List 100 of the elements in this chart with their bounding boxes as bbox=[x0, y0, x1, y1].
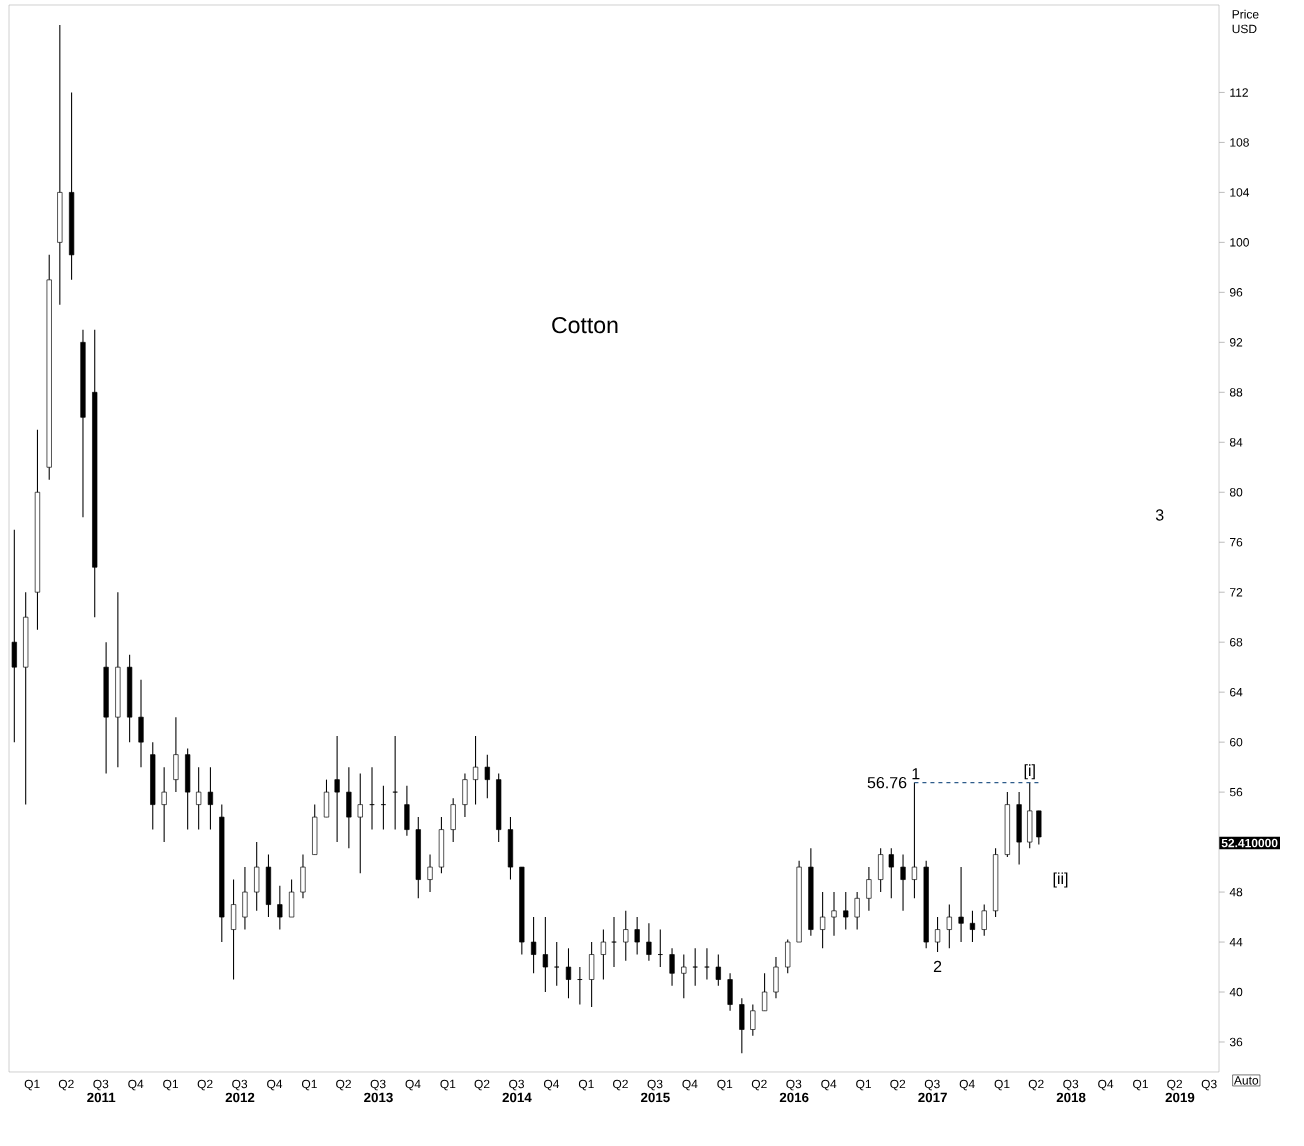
candlestick bbox=[704, 947, 710, 981]
y-tick-label: 40 bbox=[1229, 987, 1243, 997]
x2-tick-label: 2015 bbox=[640, 1092, 670, 1103]
x-tick-label: Q1 bbox=[994, 1079, 1010, 1091]
candlestick bbox=[843, 891, 849, 931]
x2-tick-label: 2011 bbox=[87, 1092, 116, 1103]
candlestick bbox=[646, 922, 652, 962]
y-tick-label: 72 bbox=[1230, 588, 1243, 597]
candlestick bbox=[866, 866, 872, 912]
candlestick bbox=[946, 904, 952, 949]
x-tick-label: Q2 bbox=[890, 1079, 906, 1091]
x-tick-label: Q1 bbox=[1133, 1079, 1148, 1091]
y-tick-label: 68 bbox=[1230, 637, 1243, 647]
candlestick bbox=[611, 916, 617, 968]
x-tick-label: Q1 bbox=[578, 1079, 594, 1091]
annotation: [ii] bbox=[1053, 872, 1068, 888]
x2-tick-label: 2018 bbox=[1056, 1092, 1086, 1103]
y-tick-label: 100 bbox=[1230, 238, 1249, 247]
x-tick-label: Q4 bbox=[1098, 1079, 1114, 1091]
x-tick-label: Q3 bbox=[1201, 1079, 1217, 1091]
y-tick-label: 60 bbox=[1230, 737, 1243, 747]
y-tick-label: 92 bbox=[1229, 338, 1243, 347]
y-tick-label: 96 bbox=[1229, 288, 1243, 297]
candlestick bbox=[900, 854, 906, 912]
x2-tick-label: 2019 bbox=[1165, 1092, 1195, 1103]
candlestick bbox=[11, 529, 17, 743]
x-tick-label: Q3 bbox=[647, 1079, 663, 1091]
x-tick-label: Q3 bbox=[509, 1079, 524, 1091]
x-tick-label: Q4 bbox=[821, 1079, 837, 1091]
x-tick-label: Q2 bbox=[336, 1079, 351, 1091]
candlestick bbox=[600, 929, 606, 981]
x2-tick-label: 2012 bbox=[225, 1092, 255, 1103]
candlestick bbox=[958, 866, 964, 943]
candlestick bbox=[392, 735, 398, 831]
x-tick-label: Q4 bbox=[959, 1079, 975, 1091]
candlestick bbox=[854, 891, 860, 931]
text: Cotton bbox=[552, 316, 618, 334]
candlestick bbox=[196, 766, 202, 831]
x-tick-label: Q4 bbox=[405, 1079, 421, 1091]
annotation: 1 bbox=[912, 768, 920, 780]
text: 52.410000 bbox=[1221, 838, 1278, 848]
candlestick bbox=[554, 941, 560, 987]
candlestick bbox=[542, 916, 548, 993]
candlestick bbox=[750, 1003, 756, 1037]
x-tick-label: Q1 bbox=[301, 1079, 317, 1091]
candlestick bbox=[692, 947, 698, 987]
candlestick bbox=[888, 847, 894, 899]
x-tick-label: Q4 bbox=[128, 1079, 144, 1091]
y-axis-title: Price USD bbox=[1232, 9, 1259, 34]
x-tick-label: Q2 bbox=[197, 1079, 213, 1091]
x-tick-label: Q2 bbox=[751, 1079, 767, 1091]
text: Auto bbox=[1233, 1076, 1259, 1085]
candlestick bbox=[565, 947, 572, 999]
x-tick-label: Q4 bbox=[267, 1079, 283, 1091]
candlestick bbox=[277, 885, 283, 931]
candlestick bbox=[427, 854, 433, 893]
x-tick-label: Q4 bbox=[682, 1079, 698, 1091]
y-tick-label: 104 bbox=[1230, 188, 1250, 197]
x-tick-label: Q2 bbox=[1167, 1079, 1183, 1091]
x-tick-label: Q1 bbox=[163, 1079, 179, 1091]
candlestick bbox=[715, 954, 721, 987]
x-tick-label: Q1 bbox=[24, 1079, 40, 1091]
candlestick bbox=[484, 754, 490, 799]
candlestick bbox=[334, 735, 340, 843]
candlestick bbox=[161, 766, 167, 843]
annotation: 3 bbox=[1155, 509, 1164, 521]
y-tick-label: 36 bbox=[1229, 1037, 1243, 1047]
candlestick bbox=[634, 916, 640, 956]
x2-tick-label: 2016 bbox=[779, 1092, 809, 1103]
annotation: 2 bbox=[933, 960, 942, 972]
y-tick-label: 80 bbox=[1229, 488, 1243, 497]
x-tick-label: Q3 bbox=[1063, 1079, 1079, 1091]
y-tick-label: 56 bbox=[1229, 787, 1243, 797]
x2-tick-label: 2017 bbox=[918, 1092, 947, 1103]
x2-tick-label: 2014 bbox=[502, 1092, 532, 1103]
x-tick-label: Q3 bbox=[370, 1079, 386, 1091]
candlestick bbox=[969, 910, 976, 943]
x-tick-label: Q1 bbox=[440, 1079, 456, 1091]
candlestick bbox=[357, 772, 363, 874]
x-tick-label: Q3 bbox=[786, 1079, 802, 1091]
y-tick-label: 76 bbox=[1230, 537, 1243, 547]
annotation: [i] bbox=[1024, 764, 1035, 780]
candlestick bbox=[472, 735, 479, 806]
y-tick-label: 64 bbox=[1230, 687, 1243, 697]
candlestick bbox=[831, 891, 837, 937]
x-tick-label: Q3 bbox=[924, 1079, 940, 1091]
x-tick-label: Q3 bbox=[232, 1079, 248, 1091]
y-tick-label: 84 bbox=[1229, 438, 1243, 447]
candlestick bbox=[761, 972, 768, 1012]
candlestick bbox=[530, 916, 537, 974]
y-tick-label: 88 bbox=[1229, 388, 1243, 397]
y-tick-label: 48 bbox=[1229, 887, 1243, 897]
candlestick bbox=[669, 947, 675, 987]
candlestick bbox=[820, 891, 826, 949]
x-tick-label: Q4 bbox=[543, 1079, 560, 1091]
candlestick bbox=[934, 916, 941, 953]
candlestick bbox=[681, 954, 687, 999]
candlestick bbox=[981, 904, 987, 937]
y-tick-label: 112 bbox=[1230, 88, 1248, 97]
x-tick-label: Q2 bbox=[613, 1079, 628, 1091]
